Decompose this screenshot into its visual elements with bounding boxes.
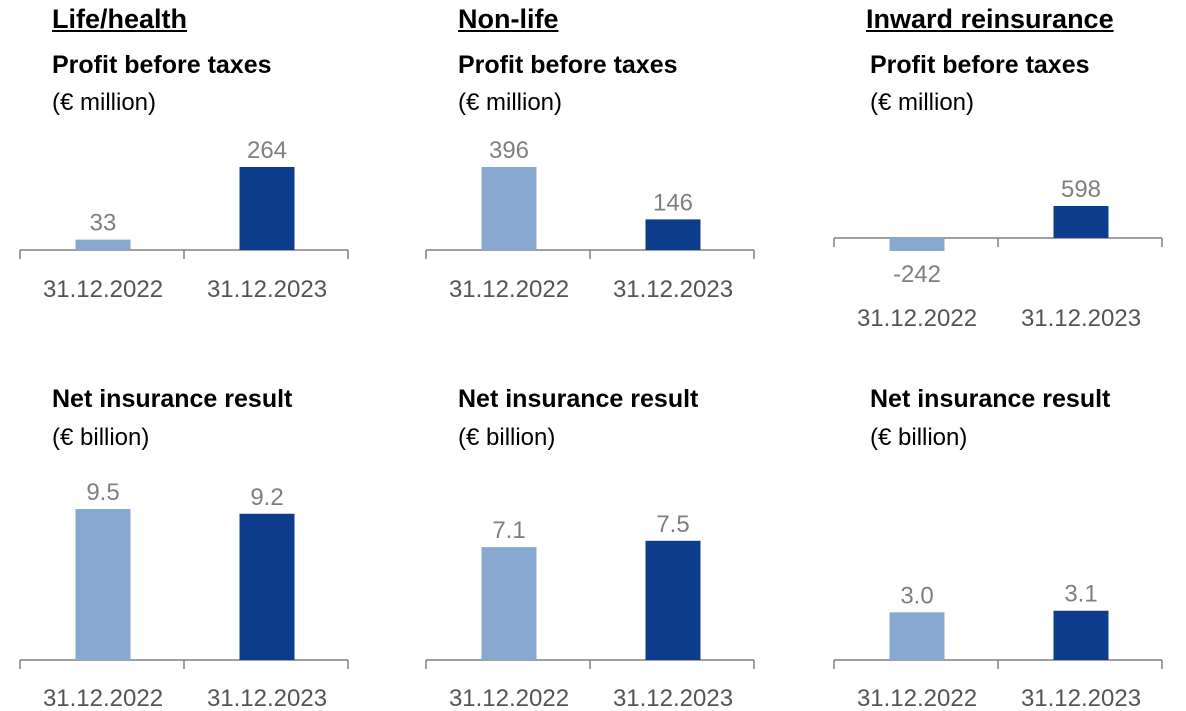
metric-title-life-profit: Profit before taxes — [52, 51, 272, 79]
category-label: 31.12.2023 — [613, 685, 733, 711]
category-label: 31.12.2022 — [43, 276, 163, 303]
category-label: 31.12.2023 — [1021, 305, 1141, 332]
data-label: 33 — [90, 210, 117, 237]
bar-chart-2: -242 31.12.2022 598 31.12.2023 — [833, 176, 1163, 332]
metric-title-nonlife-profit: Profit before taxes — [458, 51, 678, 79]
bar-31.12.2023 — [645, 219, 701, 250]
data-label: 9.2 — [250, 484, 283, 511]
category-label: 31.12.2023 — [613, 276, 733, 303]
unit-life-nir: (€ billion) — [52, 424, 150, 451]
category-label: 31.12.2022 — [857, 685, 977, 711]
unit-nonlife-profit: (€ million) — [458, 89, 563, 116]
unit-nonlife-nir: (€ billion) — [458, 424, 556, 451]
bar-chart-5: 3.0 31.12.2022 3.1 31.12.2023 — [833, 581, 1163, 711]
data-label: 3.1 — [1064, 581, 1097, 608]
data-label: 7.1 — [492, 517, 525, 544]
metric-title-nonlife-nir: Net insurance result — [458, 385, 699, 413]
bar-31.12.2022 — [481, 167, 537, 250]
bar-31.12.2022 — [75, 509, 131, 660]
bar-31.12.2022 — [481, 547, 537, 660]
bar-chart-4: 7.1 31.12.2022 7.5 31.12.2023 — [425, 511, 755, 711]
category-label: 31.12.2022 — [43, 685, 163, 711]
data-label: 9.5 — [86, 479, 119, 506]
metric-title-reins-nir: Net insurance result — [870, 385, 1111, 413]
metric-title-reins-profit: Profit before taxes — [870, 51, 1090, 79]
section-title-inward-reinsurance: Inward reinsurance — [866, 4, 1114, 34]
data-label: 264 — [247, 137, 287, 164]
category-label: 31.12.2022 — [449, 685, 569, 711]
bar-31.12.2023 — [239, 167, 295, 250]
metric-title-life-nir: Net insurance result — [52, 385, 293, 413]
category-label: 31.12.2023 — [207, 276, 327, 303]
unit-life-profit: (€ million) — [52, 89, 157, 116]
bar-chart-3: 9.5 31.12.2022 9.2 31.12.2023 — [19, 479, 349, 711]
bar-31.12.2023 — [1053, 610, 1109, 660]
bar-31.12.2023 — [645, 540, 701, 660]
data-label: 396 — [489, 137, 529, 164]
bar-31.12.2023 — [239, 513, 295, 660]
unit-reins-nir: (€ billion) — [870, 424, 968, 451]
data-label: 598 — [1061, 176, 1101, 203]
bar-chart-0: 33 31.12.2022 264 31.12.2023 — [19, 137, 349, 303]
bar-31.12.2022 — [889, 612, 945, 660]
category-label: 31.12.2022 — [857, 305, 977, 332]
bar-31.12.2023 — [1053, 206, 1109, 238]
bar-chart-1: 396 31.12.2022 146 31.12.2023 — [425, 137, 755, 303]
category-label: 31.12.2023 — [1021, 685, 1141, 711]
section-title-non-life: Non-life — [458, 4, 559, 34]
bar-31.12.2022 — [889, 238, 945, 251]
data-label: -242 — [893, 261, 941, 288]
data-label: 3.0 — [900, 582, 933, 609]
category-label: 31.12.2023 — [207, 685, 327, 711]
data-label: 7.5 — [656, 511, 689, 538]
bar-31.12.2022 — [75, 239, 131, 250]
unit-reins-profit: (€ million) — [870, 89, 975, 116]
section-title-life-health: Life/health — [52, 4, 188, 34]
data-label: 146 — [653, 189, 693, 216]
category-label: 31.12.2022 — [449, 276, 569, 303]
